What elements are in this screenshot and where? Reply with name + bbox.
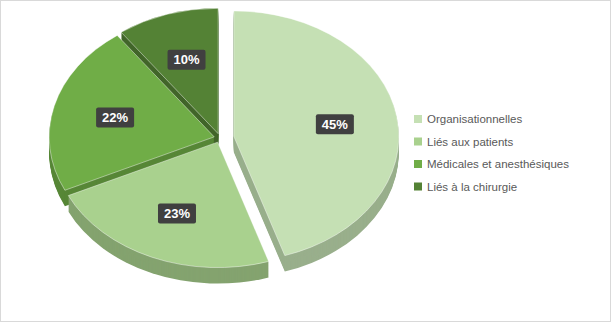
data-label-box bbox=[168, 50, 206, 70]
pie-sides bbox=[49, 9, 399, 283]
data-label-box bbox=[316, 114, 354, 134]
legend-swatch bbox=[414, 115, 422, 123]
pie bbox=[49, 8, 399, 283]
slice bbox=[49, 35, 214, 190]
legend-label: Médicales et anesthésiques bbox=[427, 158, 569, 170]
data-labels: 45% 23% 22% 10% bbox=[96, 50, 354, 224]
data-label: 22% bbox=[102, 110, 128, 125]
slice bbox=[121, 8, 218, 133]
data-label: 23% bbox=[164, 206, 190, 221]
legend: Organisationnelles Liés aux patients Médic… bbox=[414, 113, 569, 193]
data-label: 45% bbox=[322, 117, 348, 132]
data-label-box bbox=[158, 204, 196, 224]
legend-label: Organisationnelles bbox=[427, 113, 523, 125]
data-label-box bbox=[96, 108, 134, 128]
chart: 45% 23% 22% 10% Organisationnelles Liés aux p… bbox=[0, 0, 611, 322]
legend-swatch bbox=[414, 138, 422, 146]
slice-side bbox=[234, 12, 399, 257]
legend-swatch bbox=[414, 183, 422, 191]
slice bbox=[234, 11, 399, 256]
data-label: 10% bbox=[174, 52, 200, 67]
legend-swatch bbox=[414, 160, 422, 168]
legend-label: Liés à la chirurgie bbox=[427, 181, 517, 193]
chart-frame bbox=[1, 1, 611, 322]
plot-area bbox=[49, 8, 399, 283]
legend-label: Liés aux patients bbox=[427, 136, 514, 148]
